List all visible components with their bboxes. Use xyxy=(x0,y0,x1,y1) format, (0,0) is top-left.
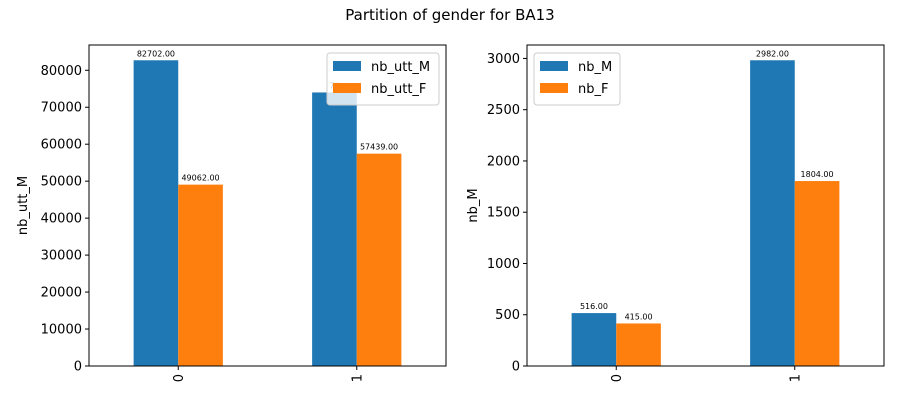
bar-nb_utt_M-1 xyxy=(312,92,357,367)
bar-nb_M-0 xyxy=(571,313,617,366)
y-tick-label: 1000 xyxy=(487,257,520,272)
y-tick-label: 50000 xyxy=(41,175,82,190)
data-label-nb_utt_F-0: 49062.00 xyxy=(181,174,219,183)
bar-nb_F-1 xyxy=(794,181,840,366)
legend-label-nb_F: nb_F xyxy=(578,82,608,97)
data-label-nb_utt_M-0: 82702.00 xyxy=(137,49,175,58)
y-tick-label: 2000 xyxy=(487,154,520,169)
legend-swatch-nb_M xyxy=(540,61,568,71)
y-tick-label: 60000 xyxy=(41,138,82,153)
x-tick-label: 0 xyxy=(610,374,625,382)
y-tick-label: 2500 xyxy=(487,103,520,118)
legend-label-nb_M: nb_M xyxy=(578,60,612,75)
legend: nb_M nb_F xyxy=(533,52,621,106)
legend-swatch-nb_utt_M xyxy=(333,61,361,71)
y-tick-label: 80000 xyxy=(41,64,82,79)
legend-swatch-nb_utt_F xyxy=(333,83,361,93)
y-tick-label: 500 xyxy=(495,308,520,323)
axes-frame xyxy=(526,44,885,367)
data-label-nb_M-1: 2982.00 xyxy=(756,49,789,58)
right-chart: 516.00 2982.00 415.00 1804.00 0 500 1000 1500 20… xyxy=(466,44,885,382)
y-tick-label: 0 xyxy=(74,360,82,375)
y-tick-label: 40000 xyxy=(41,212,82,227)
y-tick-label: 70000 xyxy=(41,101,82,116)
y-tick-label: 3000 xyxy=(487,52,520,67)
bar-nb_M-1 xyxy=(750,60,795,367)
y-tick-label: 30000 xyxy=(41,249,82,264)
y-axis-label: nb_utt_M xyxy=(16,176,31,235)
axes-frame xyxy=(88,44,447,367)
legend: nb_utt_M nb_utt_F xyxy=(326,52,440,106)
legend-swatch-nb_F xyxy=(540,83,568,93)
legend-label-nb_utt_M: nb_utt_M xyxy=(371,60,430,75)
data-label-nb_F-1: 1804.00 xyxy=(801,170,834,179)
bar-nb_utt_M-0 xyxy=(133,60,179,366)
y-tick-label: 1500 xyxy=(487,206,520,221)
legend-label-nb_utt_F: nb_utt_F xyxy=(371,82,426,97)
y-tick-label: 0 xyxy=(512,360,520,375)
x-tick-label: 1 xyxy=(788,374,803,382)
bar-nb_utt_F-0 xyxy=(178,184,223,366)
y-tick-label: 20000 xyxy=(41,286,82,301)
bar-nb_utt_F-1 xyxy=(356,153,402,366)
x-tick-label: 0 xyxy=(172,374,187,382)
left-chart: 82702.007449062.0057439.0001000020000300… xyxy=(16,44,447,382)
y-axis-label: nb_M xyxy=(466,188,481,222)
figure-title: Partition of gender for BA13 xyxy=(345,6,554,24)
y-tick-label: 10000 xyxy=(41,323,82,338)
x-tick-label: 1 xyxy=(350,374,365,382)
data-label-nb_utt_F-1: 57439.00 xyxy=(360,143,398,152)
data-label-nb_M-0: 516.00 xyxy=(580,302,608,311)
bar-nb_F-0 xyxy=(616,323,661,366)
data-label-nb_F-0: 415.00 xyxy=(625,312,653,321)
